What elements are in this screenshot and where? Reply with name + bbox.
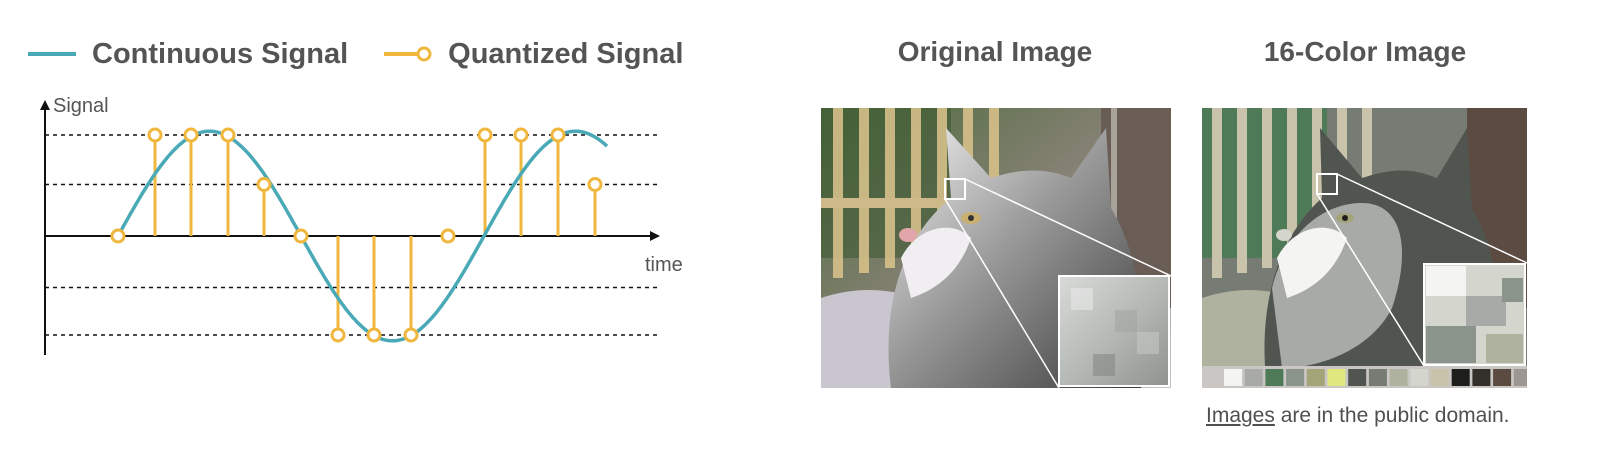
sample-point [550, 127, 566, 143]
palette-swatch [1431, 369, 1449, 386]
palette-swatch [1410, 369, 1429, 386]
sample-point [513, 127, 529, 143]
y-axis-label: Signal [53, 95, 109, 117]
quantized-samples [110, 127, 603, 343]
sample-point [220, 127, 236, 143]
x-axis-arrow-icon [650, 231, 660, 241]
quantized-image-title: 16-Color Image [1263, 36, 1467, 67]
y-axis-arrow-icon [40, 100, 50, 110]
palette-swatch [1368, 369, 1387, 386]
legend-item-quantized: Quantized Signal [384, 38, 683, 71]
sample-point [477, 127, 493, 143]
legend-label-continuous: Continuous Signal [92, 37, 349, 70]
sample-point [293, 228, 309, 244]
quantized-stems [153, 135, 597, 335]
palette-swatch [1513, 369, 1527, 386]
color-palette [1202, 366, 1527, 388]
signal-plot: Signal time [40, 95, 683, 355]
palette-swatch [1265, 369, 1284, 386]
original-cat-image [821, 108, 1171, 388]
legend-item-continuous: Continuous Signal [28, 38, 348, 71]
palette-swatch [1348, 369, 1367, 386]
continuous-signal-curve [116, 129, 609, 343]
sample-point [183, 127, 199, 143]
palette-swatch [1224, 369, 1242, 386]
quantized-cat-image [1202, 108, 1527, 388]
sample-point [330, 327, 346, 343]
palette-swatch [1244, 369, 1263, 386]
line-circle-swatch-icon [384, 46, 432, 62]
legend-label-quantized: Quantized Signal [448, 37, 684, 70]
sample-point [403, 327, 419, 343]
sample-point [147, 127, 163, 143]
sample-point [440, 228, 456, 244]
palette-swatch [1389, 369, 1408, 386]
credit-text: are in the public domain. [1274, 404, 1510, 427]
palette-swatch [1472, 369, 1491, 386]
palette-swatch [1306, 369, 1325, 386]
original-image-title: Original Image [897, 36, 1093, 67]
palette-swatch [1451, 369, 1470, 386]
palette-swatch [1493, 369, 1512, 386]
sample-point [366, 327, 382, 343]
legend: Continuous Signal Quantized Signal [28, 34, 719, 74]
palette-swatch [1327, 369, 1346, 386]
sample-point [110, 228, 126, 244]
line-swatch-icon [28, 52, 76, 56]
x-axis-label: time [645, 254, 683, 276]
palette-swatch [1286, 369, 1305, 386]
sample-point [256, 177, 272, 192]
images-link[interactable]: Images [1206, 404, 1275, 427]
sample-point [587, 177, 603, 192]
image-credit: Images are in the public domain. [1206, 404, 1510, 428]
